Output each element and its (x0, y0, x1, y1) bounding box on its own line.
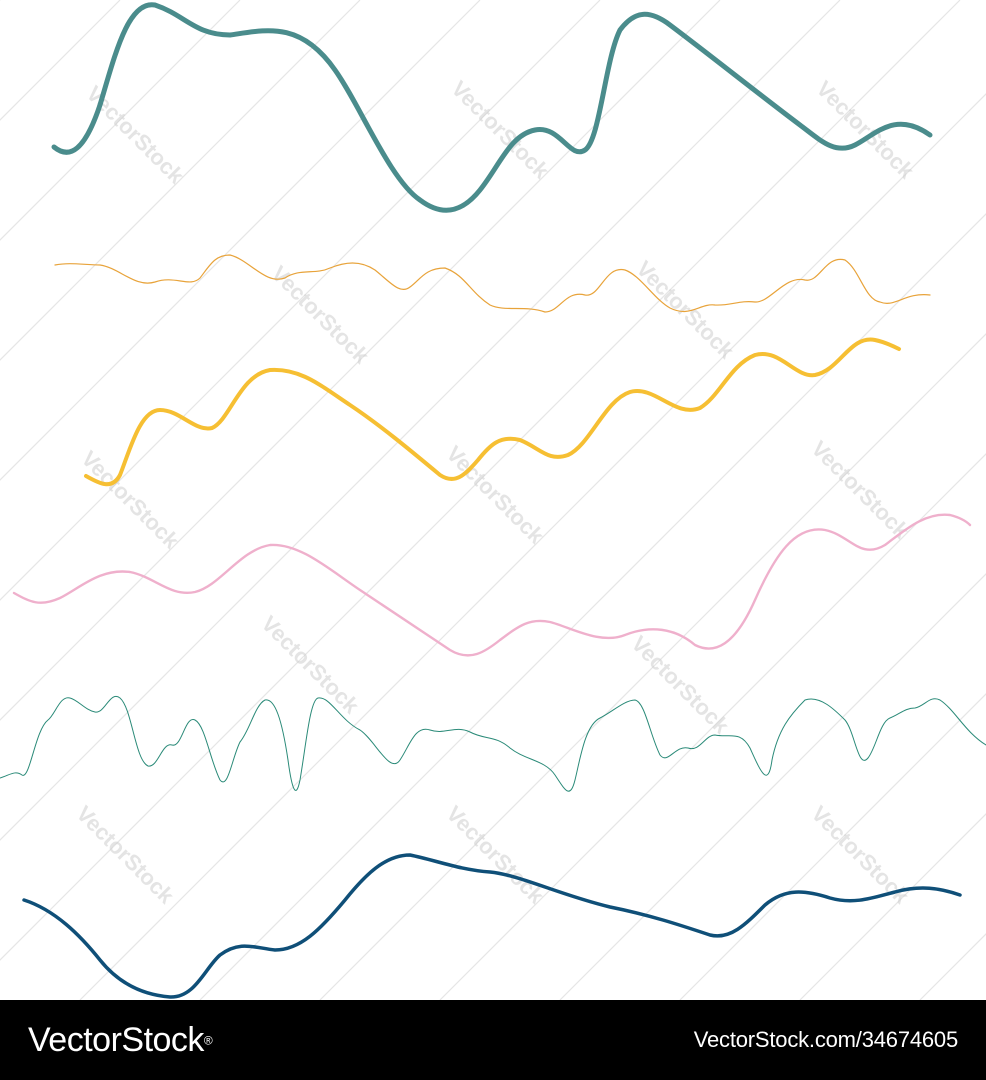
watermark-text: VectorStock (267, 261, 375, 369)
background-diagonal-line (0, 0, 721, 721)
watermark-layer: VectorStock VectorStock VectorStock VectorS… (72, 76, 920, 909)
footer-brand-logo: VectorStock® (28, 1021, 213, 1060)
footer-bar: VectorStock® VectorStock.com/34674605 (0, 1000, 986, 1080)
watermark-text: VectorStock (82, 81, 190, 189)
watermark-text: VectorStock (632, 256, 740, 364)
wave-navy (22, 853, 962, 999)
watermark-text: VectorStock (442, 441, 550, 549)
wave-teal-thick (51, 2, 933, 213)
background-diagonal-line (0, 0, 241, 241)
artwork-canvas: VectorStock VectorStock VectorStock VectorS… (0, 0, 986, 1000)
watermark-text: VectorStock (812, 76, 920, 184)
background-diagonal-line (0, 0, 361, 361)
wave-yellow (84, 337, 901, 487)
waves-illustration: VectorStock VectorStock VectorStock VectorS… (0, 0, 986, 1000)
background-diagonal-line (319, 333, 986, 1000)
watermark-text: VectorStock (442, 801, 550, 909)
watermark-text: VectorStock (72, 801, 180, 909)
background-diagonal-line (199, 213, 986, 1000)
image-id: VectorStock.com/34674605 (693, 1027, 958, 1052)
background-diagonal-line (679, 693, 986, 1000)
background-diagonal-line (0, 0, 841, 841)
background-diagonal-line (799, 813, 986, 1000)
background-diagonal-line (79, 93, 986, 1000)
background-diagonal-lines (0, 0, 986, 1000)
background-diagonal-line (0, 0, 961, 961)
brand-name: VectorStock (28, 1020, 204, 1059)
wave-green-thin (0, 695, 986, 792)
background-diagonal-line (439, 453, 986, 1000)
wave-pink (12, 513, 972, 657)
watermark-text: VectorStock (257, 611, 365, 719)
watermark-text: VectorStock (77, 446, 185, 554)
background-diagonal-line (0, 0, 601, 601)
wave-orange-thin (54, 254, 931, 313)
registered-mark: ® (203, 1033, 213, 1048)
background-diagonal-line (0, 0, 481, 481)
watermark-text: VectorStock (807, 436, 915, 544)
background-diagonal-line (559, 573, 986, 1000)
